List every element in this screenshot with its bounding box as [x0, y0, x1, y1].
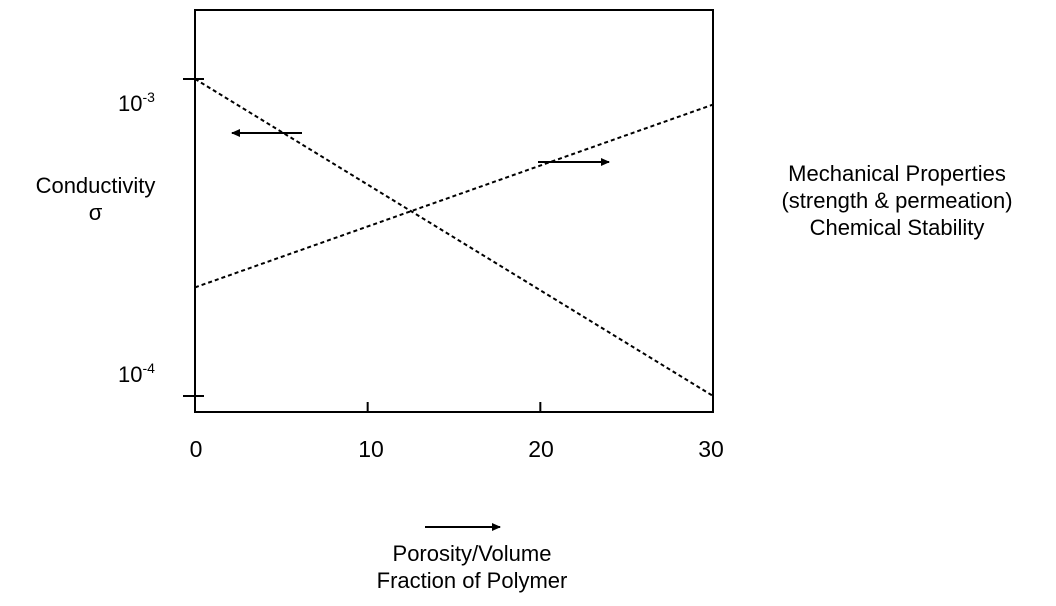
x-tick-label-0: 0: [189, 436, 203, 462]
y-axis-label-right-line-1: Mechanical Properties: [788, 161, 1006, 186]
x-axis-label: Porosity/Volume Fraction of Polymer: [312, 540, 632, 594]
y-axis-label-right-line-2: (strength & permeation): [781, 188, 1013, 213]
plot-frame: [194, 9, 714, 413]
y-axis-label-right: Mechanical Properties (strength & permea…: [742, 160, 1052, 241]
series-line-right-axis: [194, 103, 714, 289]
y-tick-label-1e-3: 10-3: [118, 89, 155, 116]
y-axis-label-left-line-1: Conductivity: [35, 173, 156, 198]
x-axis-label-line-1: Porosity/Volume: [392, 541, 552, 566]
y-tick-label-1e-4: 10-4: [118, 360, 155, 387]
y-axis-label-left-line-2: σ: [88, 200, 103, 225]
x-tick-label-10: 10: [358, 436, 384, 462]
x-tick-label-20: 20: [528, 436, 554, 462]
x-tick-label-30: 30: [698, 436, 724, 462]
series-line-left-axis: [194, 78, 714, 397]
y-axis-label-left: Conductivity σ: [8, 172, 183, 226]
y-axis-label-right-line-3: Chemical Stability: [809, 215, 985, 240]
plot-layer: [183, 9, 714, 413]
x-axis-label-line-2: Fraction of Polymer: [376, 568, 568, 593]
